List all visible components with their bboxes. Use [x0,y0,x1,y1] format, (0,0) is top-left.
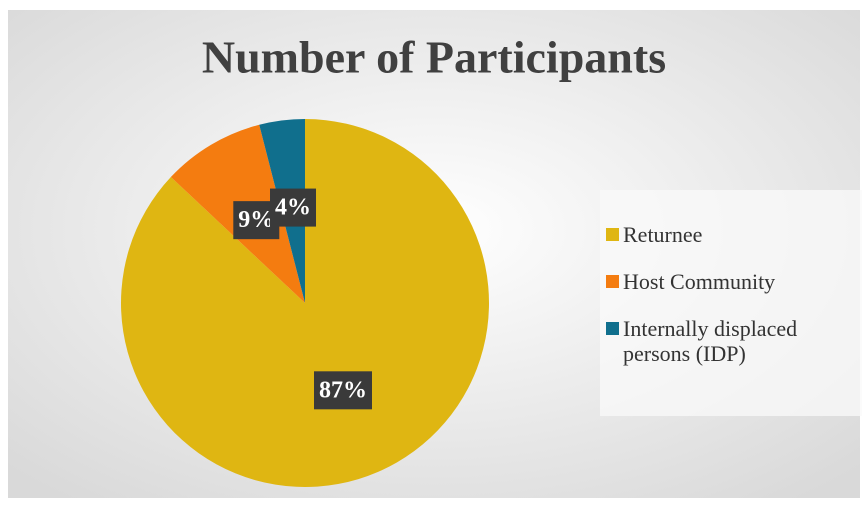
legend-item: Host Community [606,269,856,294]
chart-title: Number of Participants [202,32,666,83]
legend-item: Internally displaced persons (IDP) [606,316,856,366]
data-label-background [270,188,317,227]
data-label: 87% [319,377,367,403]
data-label-background [313,371,372,410]
legend-item: Returnee [606,222,856,247]
legend-label: Internally displaced persons (IDP) [623,316,798,366]
data-label: 4% [275,195,311,221]
legend-label: Returnee [623,222,703,247]
legend-swatch [606,322,619,335]
data-label: 9% [238,207,274,233]
legend: Returnee Host Community Internally displac… [600,190,862,416]
legend-swatch [606,228,619,241]
legend-label: Host Community [623,269,776,294]
legend-swatch [606,275,619,288]
